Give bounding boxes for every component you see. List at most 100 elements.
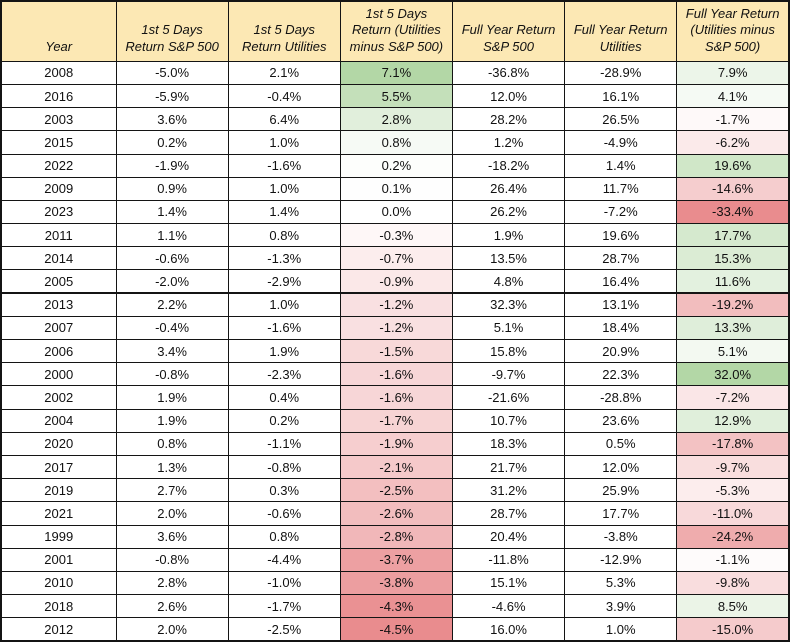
year-cell: 2004 <box>0 408 117 433</box>
value-cell: 1.9% <box>115 385 229 410</box>
value-cell: -1.6% <box>339 362 453 387</box>
year-cell: 2007 <box>0 315 117 341</box>
value-cell: -4.4% <box>227 547 341 572</box>
value-cell: 16.1% <box>564 83 678 109</box>
value-cell: 16.0% <box>451 617 566 642</box>
value-cell: 4.8% <box>451 269 566 294</box>
value-cell: 0.5% <box>564 431 678 456</box>
value-cell: 26.5% <box>564 107 678 132</box>
value-cell: -1.1% <box>227 431 341 456</box>
value-cell: 28.7% <box>451 501 566 526</box>
value-cell: -2.5% <box>339 478 453 503</box>
year-cell: 2006 <box>0 338 117 364</box>
value-cell: 8.5% <box>676 594 790 619</box>
table-row: 2020 0.8% -1.1% -1.9% 18.3% 0.5% -17.8% <box>0 431 790 456</box>
value-cell: -1.7% <box>227 594 341 619</box>
value-cell: 6.4% <box>227 107 341 132</box>
year-cell: 2002 <box>0 385 117 410</box>
table-row: 2011 1.1% 0.8% -0.3% 1.9% 19.6% 17.7% <box>0 223 790 248</box>
value-cell: 32.3% <box>451 292 566 317</box>
value-cell: -28.8% <box>564 385 678 410</box>
table-row: 2018 2.6% -1.7% -4.3% -4.6% 3.9% 8.5% <box>0 594 790 619</box>
value-cell: 32.0% <box>676 362 790 387</box>
year-cell: 2022 <box>0 153 117 178</box>
value-cell: 1.0% <box>564 617 678 642</box>
value-cell: 1.9% <box>451 223 566 248</box>
value-cell: -1.6% <box>227 315 341 341</box>
value-cell: 1.2% <box>451 130 566 155</box>
value-cell: 5.3% <box>564 570 678 596</box>
value-cell: 0.8% <box>227 223 341 248</box>
value-cell: 17.7% <box>676 223 790 248</box>
value-cell: -21.6% <box>451 385 566 410</box>
value-cell: 17.7% <box>564 501 678 526</box>
value-cell: -1.2% <box>339 315 453 341</box>
value-cell: -3.7% <box>339 547 453 572</box>
value-cell: -1.7% <box>676 107 790 132</box>
value-cell: 3.6% <box>115 107 229 132</box>
value-cell: 28.7% <box>564 246 678 271</box>
value-cell: -2.0% <box>115 269 229 294</box>
table-row: 2005 -2.0% -2.9% -0.9% 4.8% 16.4% 11.6% <box>0 269 790 294</box>
value-cell: 15.3% <box>676 246 790 271</box>
table-row: 2014 -0.6% -1.3% -0.7% 13.5% 28.7% 15.3% <box>0 246 790 271</box>
value-cell: 5.1% <box>451 315 566 341</box>
table-row: 2017 1.3% -0.8% -2.1% 21.7% 12.0% -9.7% <box>0 454 790 480</box>
value-cell: 2.2% <box>115 292 229 317</box>
value-cell: 22.3% <box>564 362 678 387</box>
table-row: 2015 0.2% 1.0% 0.8% 1.2% -4.9% -6.2% <box>0 130 790 155</box>
value-cell: -19.2% <box>676 292 790 317</box>
value-cell: 12.9% <box>676 408 790 433</box>
value-cell: -33.4% <box>676 199 790 225</box>
value-cell: 1.0% <box>227 130 341 155</box>
year-cell: 2013 <box>0 292 117 317</box>
table-row: 2001 -0.8% -4.4% -3.7% -11.8% -12.9% -1.1% <box>0 547 790 572</box>
value-cell: 11.7% <box>564 176 678 201</box>
value-cell: -7.2% <box>676 385 790 410</box>
value-cell: -1.9% <box>339 431 453 456</box>
column-header-4: Full Year Return S&P 500 <box>451 0 566 62</box>
value-cell: 3.6% <box>115 524 229 549</box>
value-cell: -0.4% <box>227 83 341 109</box>
table-row: 2006 3.4% 1.9% -1.5% 15.8% 20.9% 5.1% <box>0 338 790 364</box>
year-cell: 2019 <box>0 478 117 503</box>
value-cell: -1.0% <box>227 570 341 596</box>
value-cell: -1.6% <box>339 385 453 410</box>
value-cell: -0.9% <box>339 269 453 294</box>
value-cell: -2.8% <box>339 524 453 549</box>
table-row: 2009 0.9% 1.0% 0.1% 26.4% 11.7% -14.6% <box>0 176 790 201</box>
table-header-row: Year 1st 5 Days Return S&P 500 1st 5 Days … <box>0 0 790 62</box>
value-cell: 0.2% <box>339 153 453 178</box>
value-cell: 2.0% <box>115 617 229 642</box>
value-cell: -11.0% <box>676 501 790 526</box>
table-body: 2008 -5.0% 2.1% 7.1% -36.8% -28.9% 7.9% 2016 -5.… <box>0 60 790 642</box>
value-cell: -1.6% <box>227 153 341 178</box>
year-cell: 1999 <box>0 524 117 549</box>
value-cell: -1.7% <box>339 408 453 433</box>
value-cell: 4.1% <box>676 83 790 109</box>
table-header: Year 1st 5 Days Return S&P 500 1st 5 Days … <box>0 0 790 62</box>
year-cell: 2000 <box>0 362 117 387</box>
value-cell: -0.6% <box>115 246 229 271</box>
value-cell: -0.6% <box>227 501 341 526</box>
value-cell: -9.7% <box>676 454 790 480</box>
column-header-5: Full Year Return Utilities <box>564 0 678 62</box>
value-cell: 13.3% <box>676 315 790 341</box>
value-cell: -2.1% <box>339 454 453 480</box>
value-cell: 0.3% <box>227 478 341 503</box>
value-cell: -3.8% <box>339 570 453 596</box>
column-header-year: Year <box>0 0 117 62</box>
value-cell: 7.1% <box>339 60 453 85</box>
year-cell: 2017 <box>0 454 117 480</box>
value-cell: 0.1% <box>339 176 453 201</box>
value-cell: 1.0% <box>227 176 341 201</box>
value-cell: 1.3% <box>115 454 229 480</box>
value-cell: -9.8% <box>676 570 790 596</box>
year-cell: 2001 <box>0 547 117 572</box>
value-cell: 21.7% <box>451 454 566 480</box>
value-cell: -5.0% <box>115 60 229 85</box>
value-cell: 0.8% <box>339 130 453 155</box>
table-row: 1999 3.6% 0.8% -2.8% 20.4% -3.8% -24.2% <box>0 524 790 549</box>
value-cell: -3.8% <box>564 524 678 549</box>
value-cell: -0.4% <box>115 315 229 341</box>
